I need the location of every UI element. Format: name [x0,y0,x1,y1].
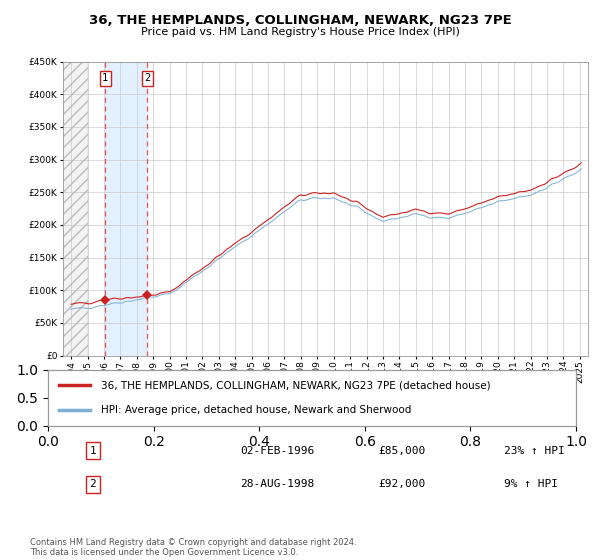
Text: 23% ↑ HPI: 23% ↑ HPI [504,446,565,456]
Text: 1: 1 [102,73,109,83]
Text: HPI: Average price, detached house, Newark and Sherwood: HPI: Average price, detached house, Newa… [101,405,411,415]
Text: 2: 2 [89,479,97,489]
Text: 36, THE HEMPLANDS, COLLINGHAM, NEWARK, NG23 7PE: 36, THE HEMPLANDS, COLLINGHAM, NEWARK, N… [89,14,511,27]
Text: 1: 1 [89,446,97,456]
Text: £85,000: £85,000 [378,446,425,456]
Bar [106,62,148,356]
Text: 02-FEB-1996: 02-FEB-1996 [240,446,314,456]
Text: 28-AUG-1998: 28-AUG-1998 [240,479,314,489]
Text: 9% ↑ HPI: 9% ↑ HPI [504,479,558,489]
Text: 36, THE HEMPLANDS, COLLINGHAM, NEWARK, NG23 7PE (detached house): 36, THE HEMPLANDS, COLLINGHAM, NEWARK, N… [101,380,490,390]
Text: Price paid vs. HM Land Registry's House Price Index (HPI): Price paid vs. HM Land Registry's House … [140,27,460,37]
Text: Contains HM Land Registry data © Crown copyright and database right 2024.
This d: Contains HM Land Registry data © Crown c… [30,538,356,557]
Bar [63,62,88,356]
Text: £92,000: £92,000 [378,479,425,489]
Bar [63,62,88,356]
Text: 2: 2 [145,73,151,83]
